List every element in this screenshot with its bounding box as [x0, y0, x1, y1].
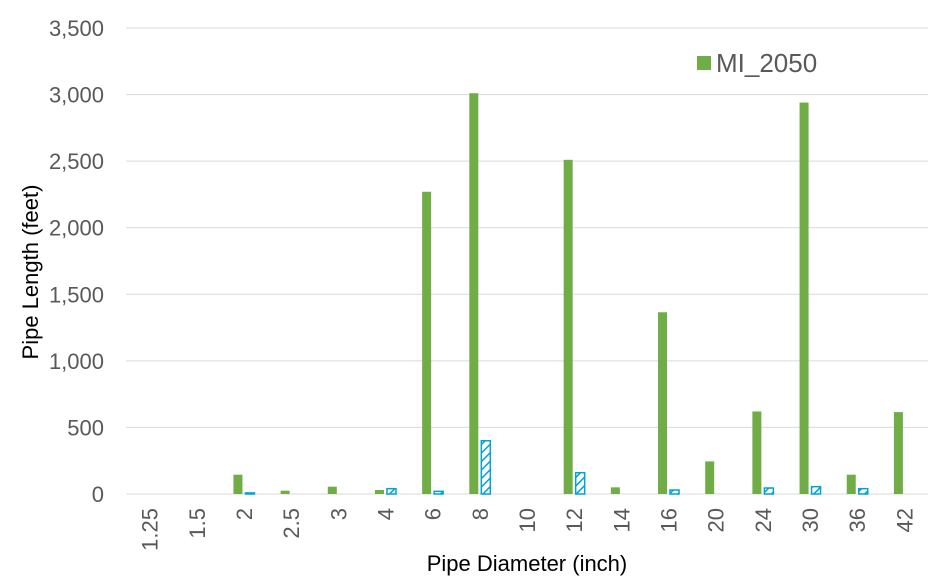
legend-label-mi-2050: MI_2050	[716, 48, 817, 78]
bar-series-2-8	[480, 439, 492, 495]
x-tick-label: 1.25	[138, 508, 163, 551]
bar-mi-2050-6	[422, 191, 432, 494]
x-tick-label: 1.5	[185, 508, 210, 539]
y-tick-label: 3,500	[49, 16, 104, 41]
bar-mi-2050-4	[374, 490, 384, 494]
x-tick-label: 2.5	[279, 508, 304, 539]
y-tick-label: 3,000	[49, 83, 104, 108]
bar-mi-2050-2-5	[280, 490, 290, 494]
x-tick-label: 30	[798, 508, 823, 532]
legend: MI_2050	[697, 48, 817, 78]
x-tick-label: 24	[751, 508, 776, 532]
bar-series-2-24	[763, 487, 775, 495]
y-axis-title: Pipe Length (feet)	[18, 185, 43, 360]
bar-series-2-6	[433, 490, 444, 495]
y-tick-label: 1,000	[49, 349, 104, 374]
x-tick-label: 20	[704, 508, 729, 532]
legend-swatch-mi-2050	[697, 56, 711, 70]
bar-mi-2050-3	[327, 486, 337, 494]
bar-mi-2050-30	[799, 102, 809, 494]
y-tick-label: 2,500	[49, 149, 104, 174]
bar-mi-2050-14	[610, 487, 620, 494]
bar-mi-2050-12	[563, 159, 573, 494]
x-tick-label: 6	[421, 508, 446, 520]
bar-mi-2050-2	[233, 474, 243, 494]
bar-mi-2050-24	[752, 411, 762, 494]
x-tick-label: 12	[562, 508, 587, 532]
bar-mi-2050-8	[469, 93, 479, 495]
bars-group	[233, 93, 903, 495]
y-tick-labels: 0 500 1,000 1,500 2,000 2,500 3,000 3,500	[49, 16, 104, 507]
y-tick-label: 2,000	[49, 216, 104, 241]
x-tick-label: 3	[326, 508, 351, 520]
y-tick-label: 1,500	[49, 282, 104, 307]
x-axis-title: Pipe Diameter (inch)	[427, 551, 628, 576]
bar-series-2-4	[386, 487, 397, 495]
bar-mi-2050-42	[893, 412, 903, 494]
x-tick-labels: 1.25 1.5 2 2.5 3 4 6 8 10 12 14 16 20 24 30 36 42	[138, 508, 918, 551]
y-tick-label: 500	[67, 415, 104, 440]
x-tick-label: 4	[373, 508, 398, 520]
x-tick-label: 16	[657, 508, 682, 532]
bar-series-2-16	[669, 489, 680, 495]
gridlines	[126, 27, 928, 495]
bar-series-2-12	[574, 471, 586, 495]
x-tick-label: 42	[892, 508, 917, 532]
x-tick-label: 14	[609, 508, 634, 532]
bar-series-2-2	[244, 492, 256, 495]
bar-mi-2050-20	[705, 461, 715, 494]
x-tick-label: 2	[232, 508, 257, 520]
x-tick-label: 36	[845, 508, 870, 532]
x-tick-label: 8	[468, 508, 493, 520]
bar-mi-2050-36	[846, 474, 856, 494]
bar-series-2-30	[810, 485, 822, 495]
y-tick-label: 0	[92, 482, 104, 507]
bar-series-2-36	[857, 487, 869, 495]
bar-mi-2050-16	[658, 312, 668, 494]
x-tick-label: 10	[515, 508, 540, 532]
